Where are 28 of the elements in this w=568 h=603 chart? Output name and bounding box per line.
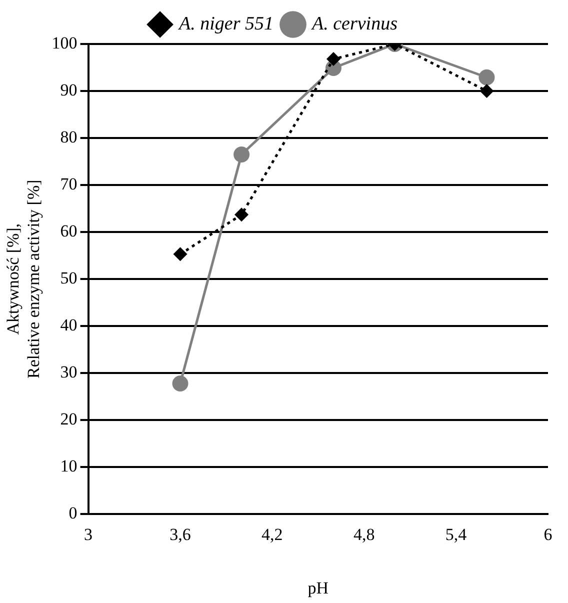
x-tick-label: 6 [544,524,552,544]
point [173,247,188,262]
point [478,69,495,86]
legend-label: A. cervinus [310,14,398,34]
y-tick-label: 90 [60,80,78,100]
x-tick-label: 3 [84,524,93,544]
point [234,146,250,162]
y-tick-label: 50 [60,268,78,288]
x-tick-label: 5,4 [445,524,468,544]
y-tick-label: 70 [60,174,78,194]
y-axis-title: Aktywność [%], Relative enzyme activity [%] [4,180,44,378]
y-tick-label: 80 [60,128,78,147]
y-tick-label: 40 [60,316,78,335]
x-tick-label: 4,2 [262,524,283,544]
point [172,375,188,392]
point [480,84,494,98]
x-axis-title: pH [308,578,329,598]
x-tick-label: 3,6 [170,524,191,544]
x-tick-label: 4,8 [353,524,375,544]
y-tick-label: 10 [60,456,78,476]
y-tick-label: 30 [60,362,78,382]
point [234,208,249,222]
y-tick-label: 60 [60,222,78,241]
legend-label: A. niger 551 [177,14,274,34]
y-tick-label: 0 [68,504,78,523]
point [326,52,340,66]
y-tick-label: 20 [60,410,78,429]
y-tick-label: 100 [52,33,78,52]
